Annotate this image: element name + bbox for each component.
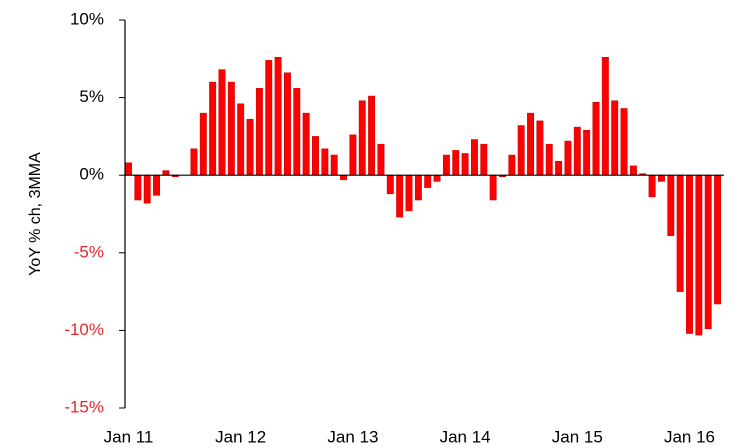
y-tick-label: 0% (79, 165, 104, 184)
bar (237, 103, 245, 176)
bar (686, 174, 693, 334)
bar (620, 108, 628, 176)
bar (265, 60, 273, 176)
x-tick-label: Jan 12 (215, 427, 266, 446)
bar (452, 150, 460, 176)
bar (601, 56, 609, 176)
bar (246, 119, 254, 176)
bar (414, 174, 422, 201)
bar (386, 174, 394, 195)
x-tick-label: Jan 14 (440, 427, 491, 446)
bar (442, 154, 450, 176)
bar (555, 160, 563, 176)
bar (714, 174, 721, 305)
bar (162, 170, 170, 176)
y-tick-label: 10% (70, 9, 104, 28)
bar (405, 174, 413, 212)
bar (349, 134, 357, 176)
bar (255, 88, 263, 176)
bar (461, 153, 469, 176)
bar (667, 174, 675, 236)
y-tick-label: -15% (64, 397, 104, 416)
bar (695, 174, 703, 336)
bar (583, 129, 591, 176)
bar (377, 143, 385, 176)
bar (536, 120, 544, 176)
bar (143, 174, 151, 204)
bar (573, 126, 581, 176)
bar (527, 112, 534, 176)
y-tick-label: 5% (79, 87, 104, 106)
bar (489, 174, 497, 201)
x-tick-label: Jan 11 (104, 427, 154, 446)
bar (368, 95, 376, 176)
bar (508, 154, 516, 176)
bar (545, 143, 553, 176)
bar (676, 174, 684, 292)
bar (480, 143, 488, 176)
y-tick-label: -5% (74, 242, 104, 261)
x-tick-label: Jan 16 (664, 427, 715, 446)
bar (134, 174, 142, 201)
bar (218, 69, 226, 176)
bar (358, 100, 366, 176)
bar (330, 154, 338, 176)
bar (396, 174, 404, 218)
bar (293, 88, 301, 176)
bar (321, 148, 329, 176)
bar (227, 81, 235, 176)
bar (424, 174, 432, 188)
bar (284, 72, 291, 176)
bar (302, 112, 310, 176)
bar (274, 56, 282, 176)
bar (340, 174, 348, 181)
y-axis-label: YoY % ch, 3MMA (27, 152, 44, 276)
bar (125, 162, 132, 176)
bar (209, 81, 217, 176)
bar (433, 174, 441, 182)
bar (611, 100, 619, 176)
x-tick-label: Jan 15 (552, 427, 603, 446)
bar (517, 125, 525, 176)
y-tick-label: -10% (64, 320, 104, 339)
bar (153, 174, 161, 196)
bar (312, 136, 319, 176)
bar (190, 148, 198, 176)
bar (564, 140, 572, 176)
bar (704, 174, 712, 330)
bar (648, 174, 656, 198)
bar (629, 165, 637, 176)
bar (592, 102, 600, 176)
x-tick-label: Jan 13 (327, 427, 378, 446)
bar (199, 112, 207, 176)
bar (658, 174, 665, 182)
bar (471, 139, 478, 176)
